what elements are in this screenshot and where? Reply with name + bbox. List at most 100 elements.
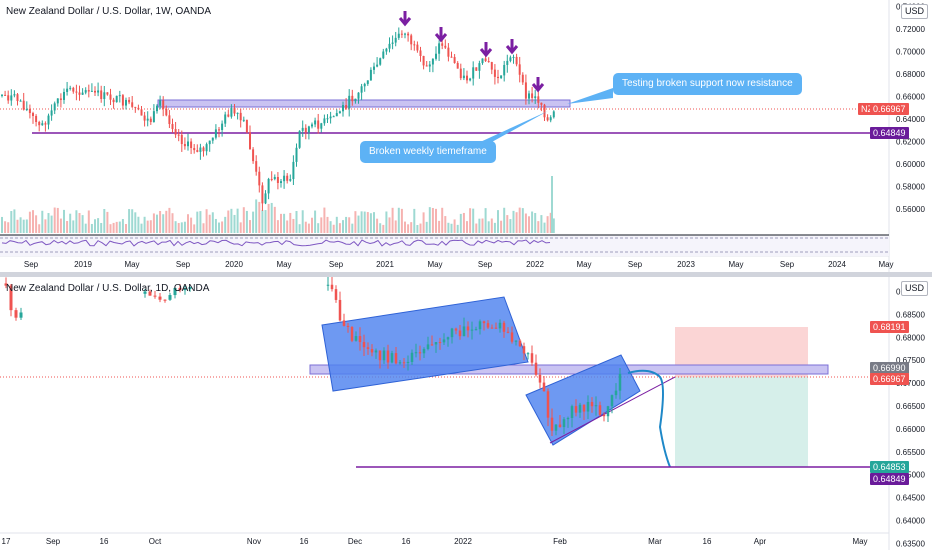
candle xyxy=(143,111,146,127)
time-label: 16 xyxy=(100,537,109,546)
candle xyxy=(466,70,468,84)
volume-bar xyxy=(174,221,177,233)
candle xyxy=(357,92,360,104)
volume-bar xyxy=(10,211,13,233)
candle xyxy=(47,113,50,130)
volume-bar xyxy=(487,221,490,233)
candle xyxy=(388,37,391,53)
volume-bar xyxy=(304,221,307,233)
candle xyxy=(188,286,192,292)
weekly-chart-pane[interactable]: 0.740000.720000.700000.680000.660000.640… xyxy=(0,0,932,272)
candle xyxy=(490,61,493,75)
candle xyxy=(462,68,465,81)
time-label: Sep xyxy=(24,260,39,269)
projected-path[interactable] xyxy=(627,369,671,468)
volume-bar xyxy=(332,224,335,233)
volume-bar xyxy=(338,223,341,233)
volume-bar xyxy=(28,211,31,233)
candle xyxy=(494,322,498,330)
take-profit-zone[interactable] xyxy=(675,377,808,467)
candle xyxy=(378,350,382,369)
candle xyxy=(518,56,521,83)
candle xyxy=(524,74,527,105)
candle xyxy=(562,417,566,435)
candle xyxy=(450,51,453,58)
volume-bar xyxy=(239,222,242,233)
candle xyxy=(100,85,103,103)
currency-button[interactable]: USD xyxy=(901,4,929,19)
candle xyxy=(125,97,127,110)
resistance-zone[interactable] xyxy=(309,364,829,375)
volume-bar xyxy=(128,209,131,233)
volume-bar xyxy=(205,209,208,233)
daily-chart-pane[interactable]: 0.690000.685000.680000.675000.670000.665… xyxy=(0,277,932,550)
time-label: 2021 xyxy=(376,260,394,269)
volume-bar xyxy=(425,221,428,233)
candle xyxy=(350,326,354,343)
candle xyxy=(230,104,233,119)
time-label: 2022 xyxy=(454,537,472,546)
volume-bar xyxy=(431,207,434,233)
candle xyxy=(422,347,426,358)
price-label: 0.68500 xyxy=(896,310,925,319)
volume-bar xyxy=(183,221,186,233)
volume-bar xyxy=(22,219,25,233)
candle xyxy=(78,85,81,101)
volume-bar xyxy=(413,208,416,233)
arrow-down-icon xyxy=(531,77,545,93)
candle xyxy=(518,339,522,348)
volume-bar xyxy=(506,215,509,233)
volume-bar xyxy=(475,223,478,233)
price-label: 0.66000 xyxy=(896,93,925,102)
price-label: 0.67500 xyxy=(896,356,925,365)
callout-weekly[interactable]: Broken weekly tiemeframe xyxy=(360,141,496,163)
candle xyxy=(342,313,346,327)
candle xyxy=(510,326,514,344)
volume-bar xyxy=(428,207,431,233)
volume-bar xyxy=(196,211,199,233)
volume-bar xyxy=(38,224,41,233)
currency-button[interactable]: USD xyxy=(901,281,929,296)
volume-bar xyxy=(521,208,524,233)
candle xyxy=(481,58,484,65)
candle xyxy=(4,277,8,289)
callout-resistance[interactable]: Testing broken support now resistance xyxy=(613,73,802,95)
resistance-zone[interactable] xyxy=(157,99,571,108)
daily-chart-canvas[interactable]: 0.690000.685000.680000.675000.670000.665… xyxy=(0,277,932,550)
volume-bar xyxy=(84,223,87,233)
top-arrows xyxy=(398,11,545,93)
candle xyxy=(252,147,255,164)
candle xyxy=(174,121,177,138)
callout-pointer-weekly xyxy=(478,111,548,143)
volume-bar xyxy=(531,211,534,233)
candle xyxy=(7,90,10,104)
candle xyxy=(338,291,342,322)
pane-divider[interactable] xyxy=(0,272,932,277)
candle xyxy=(374,348,378,359)
candle xyxy=(582,404,586,420)
time-label: Sep xyxy=(780,260,795,269)
volume-bar xyxy=(270,202,273,233)
time-label: May xyxy=(427,260,442,269)
stop-price-tag: 0.68191 xyxy=(870,321,909,333)
volume-bar xyxy=(72,220,75,233)
candle xyxy=(469,77,472,82)
candle xyxy=(72,86,75,94)
volume-bar xyxy=(447,222,450,233)
time-label: Sep xyxy=(628,260,643,269)
weekly-chart-canvas[interactable]: 0.740000.720000.700000.680000.660000.640… xyxy=(0,0,932,272)
descending-channel-2[interactable] xyxy=(525,354,641,446)
volume-bar xyxy=(233,214,236,233)
time-label: 17 xyxy=(2,537,11,546)
volume-bar xyxy=(366,212,369,233)
volume-bar xyxy=(329,221,332,233)
candle xyxy=(109,88,112,105)
candle xyxy=(570,404,574,428)
descending-channel-1[interactable] xyxy=(321,296,529,392)
candle xyxy=(22,92,25,111)
candle xyxy=(578,402,582,418)
candle xyxy=(168,110,171,129)
candle xyxy=(528,90,530,105)
time-label: 2019 xyxy=(74,260,92,269)
candle xyxy=(354,331,358,342)
